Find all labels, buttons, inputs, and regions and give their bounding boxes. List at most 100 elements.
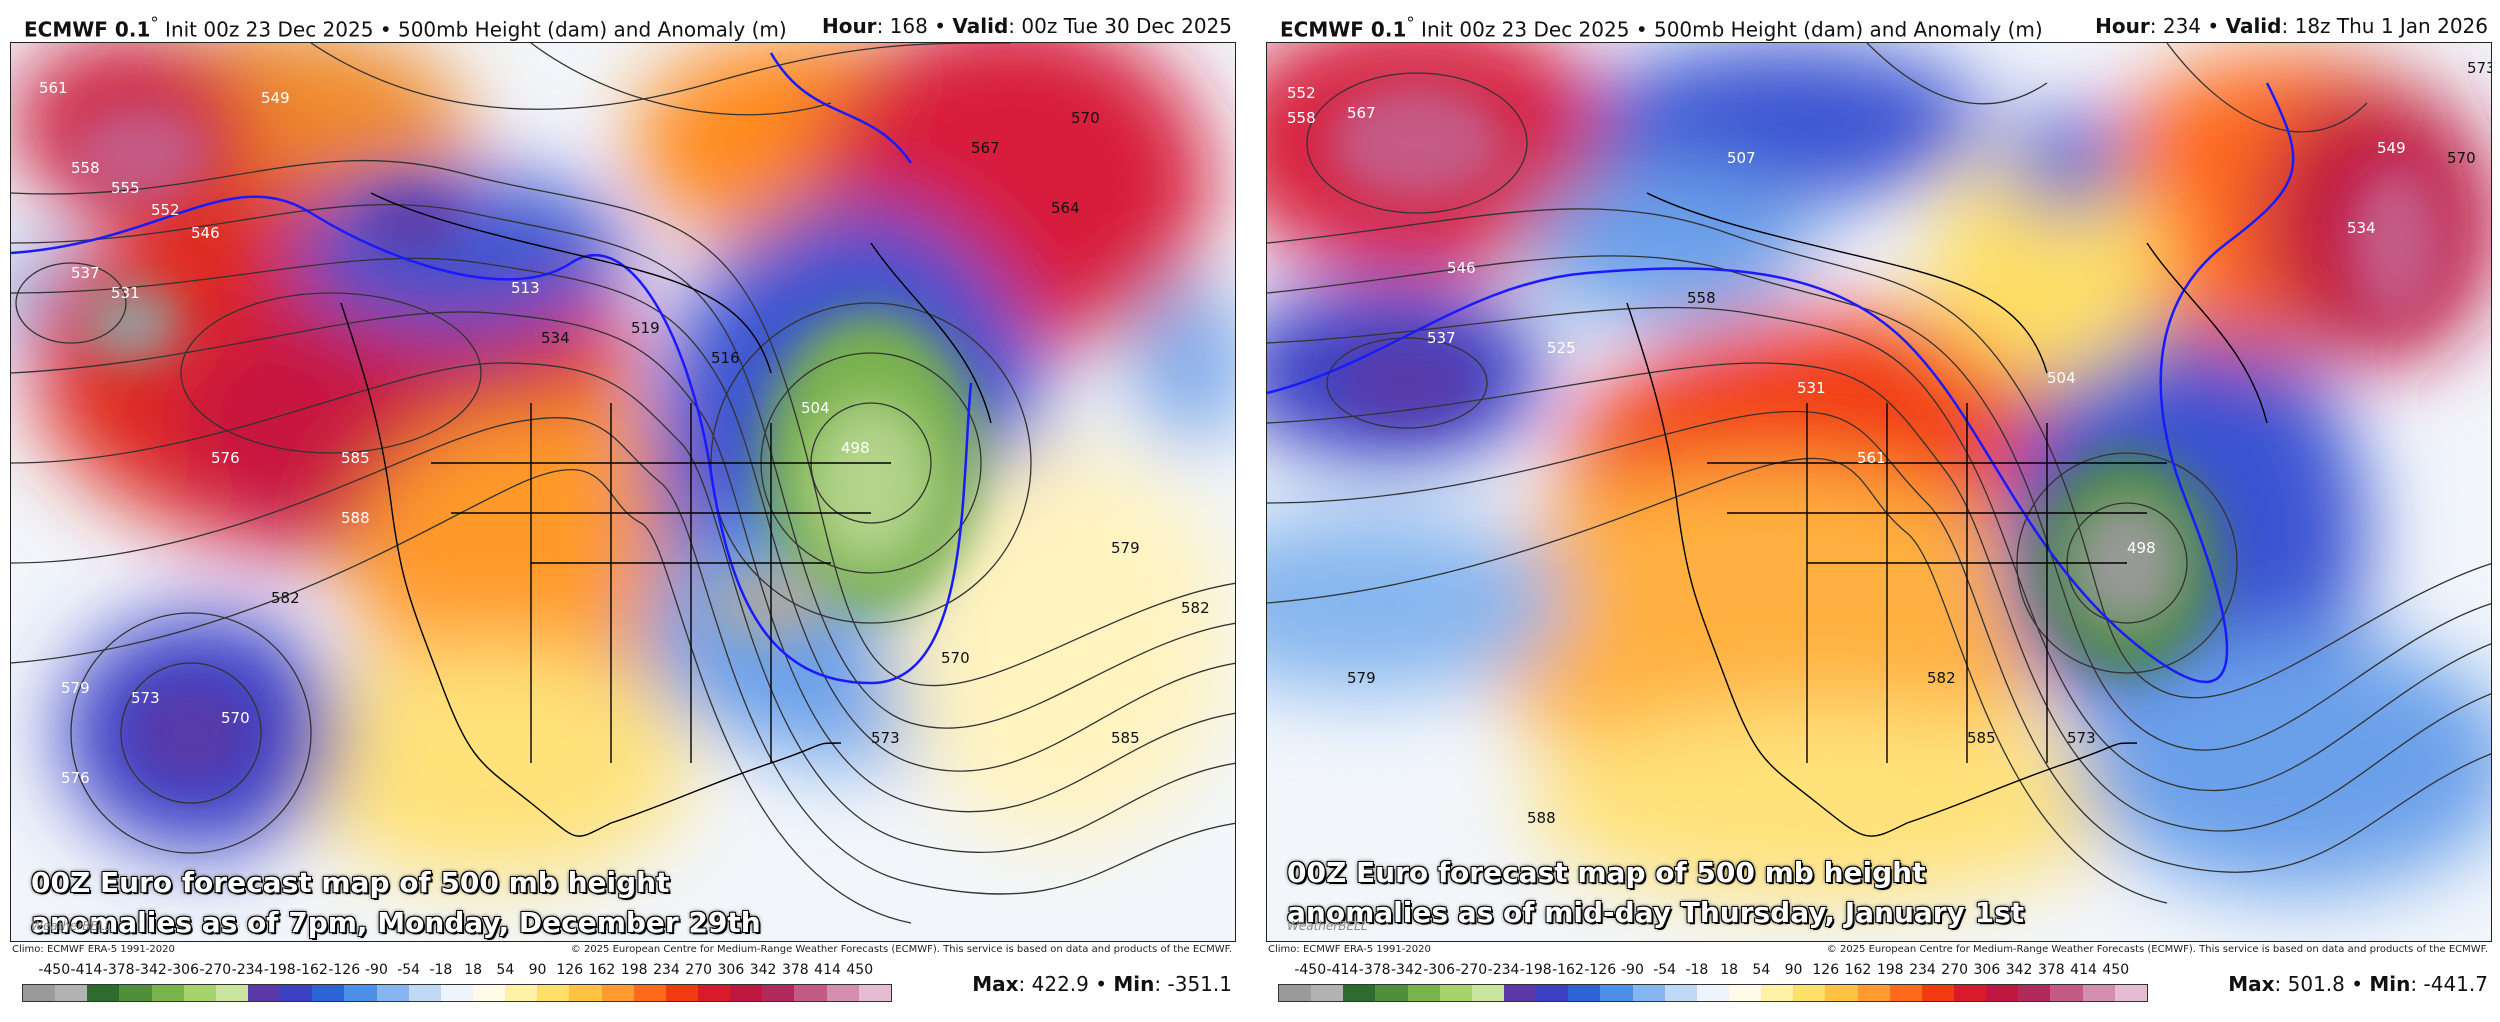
legend-swatch bbox=[858, 985, 891, 1001]
legend-bar bbox=[22, 984, 892, 1002]
legend-tick-label: -234 bbox=[1487, 962, 1520, 978]
svg-text:555: 555 bbox=[111, 179, 140, 197]
brand-superscript: ° bbox=[150, 14, 159, 33]
legend-swatch bbox=[1311, 985, 1344, 1001]
legend-ticks: -450 -414 -378 -342 -306 -270 -234 -198 -162 -126… bbox=[22, 962, 892, 980]
legend-swatch bbox=[1375, 985, 1408, 1001]
legend-swatch bbox=[1857, 985, 1890, 1001]
legend-tick-label: 378 bbox=[781, 962, 809, 978]
valid-value: 18z Thu 1 Jan 2026 bbox=[2294, 14, 2488, 38]
legend-tick-label: -198 bbox=[1519, 962, 1552, 978]
legend-swatch bbox=[1632, 985, 1665, 1001]
legend-swatch bbox=[376, 985, 409, 1001]
legend-swatch bbox=[119, 985, 152, 1001]
svg-text:588: 588 bbox=[341, 509, 370, 527]
legend-tick-label: -54 bbox=[397, 962, 421, 978]
legend-swatch bbox=[601, 985, 634, 1001]
legend-swatch bbox=[1279, 985, 1312, 1001]
hour-value: 168 bbox=[889, 14, 928, 38]
min-value: -351.1 bbox=[1167, 972, 1232, 996]
svg-text:519: 519 bbox=[631, 319, 660, 337]
legend-swatch bbox=[151, 985, 184, 1001]
legend-swatch bbox=[1664, 985, 1697, 1001]
legend-tick-label: 414 bbox=[2070, 962, 2097, 978]
forecast-panel-right: ECMWF 0.1° Init 00z 23 Dec 2025 • 500mb … bbox=[1256, 0, 2500, 1022]
svg-text:573: 573 bbox=[871, 729, 900, 747]
legend-tick-label: 162 bbox=[588, 962, 616, 978]
anomaly-zero-line bbox=[1267, 82, 2295, 684]
legend-swatch bbox=[1793, 985, 1826, 1001]
svg-text:582: 582 bbox=[1181, 599, 1210, 617]
max-min-readout: Max: 422.9 • Min: -351.1 bbox=[972, 972, 1232, 996]
svg-text:561: 561 bbox=[39, 79, 68, 97]
legend-swatch bbox=[794, 985, 827, 1001]
brand-label: ECMWF 0.1 bbox=[1280, 17, 1407, 42]
svg-text:579: 579 bbox=[1347, 669, 1376, 687]
legend-swatch bbox=[1471, 985, 1504, 1001]
legend-swatch bbox=[1761, 985, 1794, 1001]
svg-text:567: 567 bbox=[1347, 104, 1376, 122]
watermark: WeatherBELL bbox=[31, 919, 112, 933]
init-text: Init 00z 23 Dec 2025 bbox=[165, 17, 374, 42]
svg-text:573: 573 bbox=[2467, 59, 2492, 77]
svg-text:576: 576 bbox=[211, 449, 240, 467]
svg-text:570: 570 bbox=[2447, 149, 2476, 167]
legend-swatch bbox=[1503, 985, 1537, 1001]
legend-swatch bbox=[1728, 985, 1762, 1001]
svg-text:552: 552 bbox=[1287, 84, 1316, 102]
init-text: Init 00z 23 Dec 2025 bbox=[1421, 17, 1630, 42]
legend-tick-label: 306 bbox=[1973, 962, 2001, 978]
svg-text:558: 558 bbox=[71, 159, 100, 177]
svg-text:507: 507 bbox=[1727, 149, 1756, 167]
legend-swatch bbox=[1921, 985, 1954, 1001]
legend-swatch bbox=[2050, 985, 2083, 1001]
svg-text:570: 570 bbox=[1071, 109, 1100, 127]
legend-tick-label: 198 bbox=[1876, 962, 1904, 978]
svg-text:549: 549 bbox=[261, 89, 290, 107]
hour-label: Hour bbox=[2095, 14, 2150, 38]
panel-header: ECMWF 0.1° Init 00z 23 Dec 2025 • 500mb … bbox=[1280, 14, 2488, 42]
legend-swatch bbox=[505, 985, 538, 1001]
legend-tick-label: -306 bbox=[167, 962, 199, 978]
legend-swatch bbox=[730, 985, 763, 1001]
legend-tick-label: 378 bbox=[2037, 962, 2065, 978]
legend-swatch bbox=[2114, 985, 2147, 1001]
legend-swatch bbox=[408, 985, 441, 1001]
legend-swatch bbox=[762, 985, 795, 1001]
legend-tick-label: 54 bbox=[496, 962, 515, 978]
legend-swatch bbox=[537, 985, 570, 1001]
valid-value: 00z Tue 30 Dec 2025 bbox=[1021, 14, 1232, 38]
svg-text:513: 513 bbox=[511, 279, 540, 297]
max-label: Max bbox=[972, 972, 1019, 996]
legend-tick-label: 18 bbox=[1720, 962, 1739, 978]
legend-tick-label: -198 bbox=[263, 962, 296, 978]
legend-tick-label: 234 bbox=[1909, 962, 1936, 978]
legend-swatch bbox=[1439, 985, 1472, 1001]
svg-text:573: 573 bbox=[131, 689, 160, 707]
svg-text:534: 534 bbox=[541, 329, 570, 347]
legend-tick-label: -378 bbox=[102, 962, 135, 978]
legend-tick-label: 54 bbox=[1752, 962, 1771, 978]
legend-swatch bbox=[1696, 985, 1729, 1001]
legend-tick-label: -342 bbox=[134, 962, 167, 978]
legend-swatch bbox=[23, 985, 56, 1001]
legend-swatch bbox=[1407, 985, 1440, 1001]
legend-tick-label: 162 bbox=[1844, 962, 1872, 978]
brand-label: ECMWF 0.1 bbox=[24, 17, 151, 42]
coastlines-borders bbox=[340, 192, 992, 837]
svg-text:588: 588 bbox=[1527, 809, 1556, 827]
min-value: -441.7 bbox=[2423, 972, 2488, 996]
legend-tick-label: 198 bbox=[620, 962, 648, 978]
climo-text: Climo: ECMWF ERA-5 1991-2020 bbox=[1268, 944, 1431, 955]
legend-tick-label: 414 bbox=[814, 962, 841, 978]
legend-swatch bbox=[2082, 985, 2115, 1001]
svg-text:570: 570 bbox=[941, 649, 970, 667]
min-label: Min bbox=[2369, 972, 2411, 996]
legend-tick-label: 270 bbox=[685, 962, 713, 978]
legend-swatch bbox=[344, 985, 377, 1001]
forecast-panel-left: ECMWF 0.1° Init 00z 23 Dec 2025 • 500mb … bbox=[0, 0, 1244, 1022]
legend-tick-label: 270 bbox=[1941, 962, 1969, 978]
legend-tick-label: 450 bbox=[846, 962, 874, 978]
height-contours bbox=[11, 43, 1235, 924]
